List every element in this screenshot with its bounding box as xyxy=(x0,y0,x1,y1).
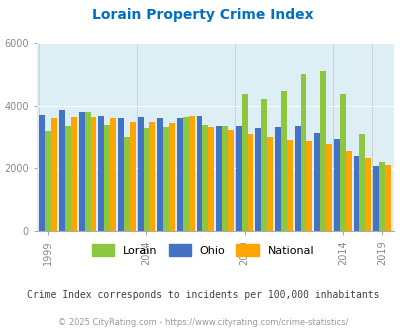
Bar xyxy=(98,116,104,231)
Bar xyxy=(118,118,124,231)
Bar xyxy=(196,116,202,231)
Bar xyxy=(266,137,273,231)
Bar xyxy=(300,74,306,231)
Bar xyxy=(59,110,65,231)
Bar xyxy=(215,126,222,231)
Bar xyxy=(345,151,351,231)
Bar xyxy=(104,125,110,231)
Bar xyxy=(188,116,194,231)
Bar xyxy=(384,165,390,231)
Bar xyxy=(274,127,280,231)
Bar xyxy=(227,130,233,231)
Bar xyxy=(45,131,51,231)
Bar xyxy=(137,117,143,231)
Bar xyxy=(157,118,163,231)
Bar xyxy=(333,140,339,231)
Bar xyxy=(235,126,241,231)
Bar xyxy=(124,137,130,231)
Text: Crime Index corresponds to incidents per 100,000 inhabitants: Crime Index corresponds to incidents per… xyxy=(27,290,378,300)
Bar xyxy=(294,126,300,231)
Bar xyxy=(313,133,320,231)
Legend: Lorain, Ohio, National: Lorain, Ohio, National xyxy=(87,240,318,260)
Bar xyxy=(247,134,253,231)
Bar xyxy=(208,127,214,231)
Bar xyxy=(372,166,378,231)
Bar xyxy=(90,116,96,231)
Text: Lorain Property Crime Index: Lorain Property Crime Index xyxy=(92,8,313,22)
Bar xyxy=(339,94,345,231)
Bar xyxy=(168,123,175,231)
Bar xyxy=(378,162,384,231)
Bar xyxy=(163,127,168,231)
Text: © 2025 CityRating.com - https://www.cityrating.com/crime-statistics/: © 2025 CityRating.com - https://www.city… xyxy=(58,318,347,327)
Bar xyxy=(182,116,188,231)
Bar xyxy=(358,134,364,231)
Bar xyxy=(71,116,77,231)
Bar xyxy=(286,140,292,231)
Bar xyxy=(261,99,266,231)
Bar xyxy=(280,91,286,231)
Bar xyxy=(255,128,261,231)
Bar xyxy=(222,126,227,231)
Bar xyxy=(241,94,247,231)
Bar xyxy=(110,117,116,231)
Bar xyxy=(149,122,155,231)
Bar xyxy=(364,158,370,231)
Bar xyxy=(177,117,182,231)
Bar xyxy=(353,156,358,231)
Bar xyxy=(51,118,57,231)
Bar xyxy=(325,144,331,231)
Bar xyxy=(39,115,45,231)
Bar xyxy=(202,125,208,231)
Bar xyxy=(84,112,90,231)
Bar xyxy=(306,141,311,231)
Bar xyxy=(130,122,135,231)
Bar xyxy=(143,128,149,231)
Bar xyxy=(65,126,71,231)
Bar xyxy=(79,112,84,231)
Bar xyxy=(320,71,325,231)
